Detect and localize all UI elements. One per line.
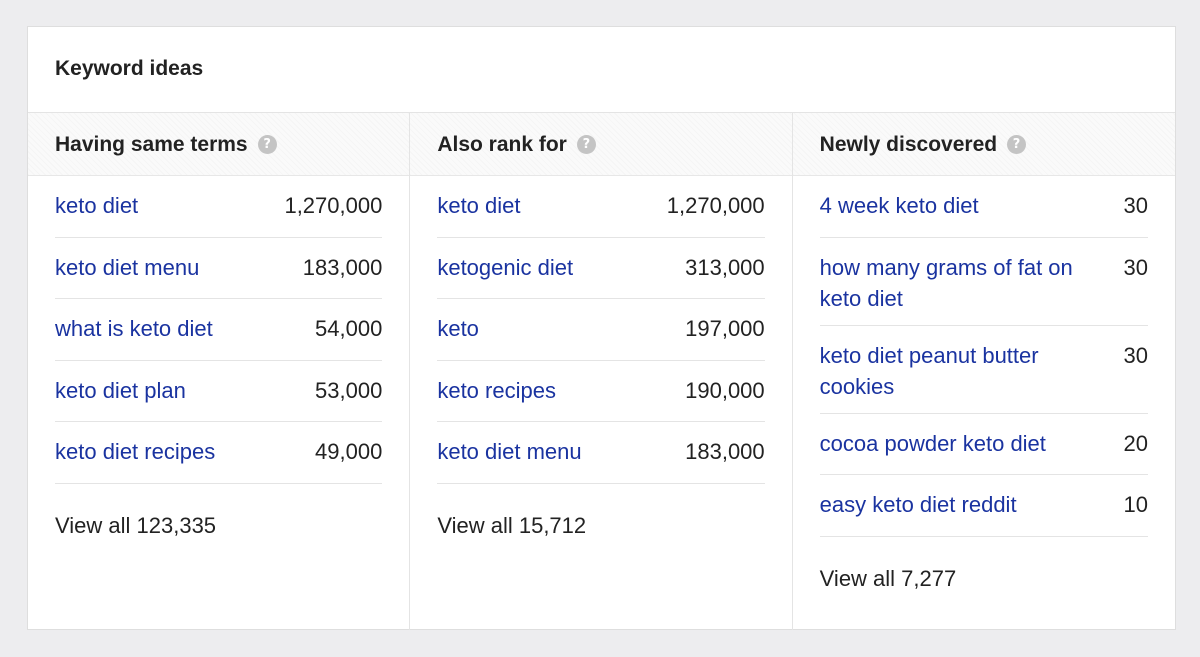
search-volume: 190,000 [685,377,765,403]
keyword-link[interactable]: keto recipes [437,377,556,403]
help-icon[interactable]: ? [1007,135,1027,154]
keyword-row: keto diet menu 183,000 [55,238,383,299]
keyword-ideas-card: Keyword ideas Having same terms ? keto d… [27,26,1176,630]
help-icon[interactable]: ? [257,135,277,154]
view-all-link[interactable]: View all 15,712 [437,512,587,538]
keyword-link[interactable]: keto diet peanut butter cookies [819,342,1039,399]
keyword-row: keto diet plan 53,000 [55,361,383,422]
view-all-link[interactable]: View all 7,277 [819,565,957,591]
keyword-row: keto diet recipes 49,000 [55,422,383,484]
search-volume: 30 [1123,254,1148,280]
search-volume: 49,000 [315,439,383,464]
help-icon[interactable]: ? [576,135,596,154]
search-volume: 53,000 [315,377,383,403]
keyword-link[interactable]: keto [437,316,479,341]
search-volume: 197,000 [685,316,765,341]
column-header: Having same terms ? [28,113,410,176]
keyword-row: keto diet peanut butter cookies 30 [819,326,1148,414]
column-title: Also rank for [437,133,567,156]
keyword-columns: Having same terms ? keto diet 1,270,000 … [28,113,1175,630]
keyword-row: 4 week keto diet 30 [819,176,1148,238]
search-volume: 54,000 [315,316,383,341]
keyword-row: cocoa powder keto diet 20 [819,414,1148,475]
column-also-rank-for: Also rank for ? keto diet 1,270,000 keto… [410,113,793,630]
column-header: Also rank for ? [410,113,792,176]
search-volume: 10 [1123,492,1148,517]
keyword-row: ketogenic diet 313,000 [437,238,765,299]
keyword-link[interactable]: 4 week keto diet [819,193,979,218]
column-header: Newly discovered ? [792,113,1175,176]
card-title: Keyword ideas [28,27,1175,113]
search-volume: 30 [1123,193,1148,218]
search-volume: 20 [1123,430,1148,456]
view-all-link[interactable]: View all 123,335 [55,512,217,538]
column-title: Newly discovered [819,133,998,156]
keyword-list: keto diet 1,270,000 keto diet menu 183,0… [28,176,409,484]
column-having-same-terms: Having same terms ? keto diet 1,270,000 … [28,113,411,630]
column-newly-discovered: Newly discovered ? 4 week keto diet 30 h… [792,113,1175,630]
keyword-row: keto diet 1,270,000 [55,176,383,238]
keyword-row: keto recipes 190,000 [437,361,765,422]
keyword-link[interactable]: how many grams of fat on keto diet [819,254,1073,311]
keyword-row: how many grams of fat on keto diet 30 [819,238,1148,326]
search-volume: 30 [1123,342,1148,368]
keyword-link[interactable]: easy keto diet reddit [819,492,1017,517]
search-volume: 313,000 [685,254,765,280]
keyword-link[interactable]: ketogenic diet [437,254,574,280]
keyword-link[interactable]: keto diet recipes [55,439,216,464]
keyword-row: keto 197,000 [437,299,765,361]
keyword-row: keto diet menu 183,000 [437,422,765,484]
keyword-link[interactable]: cocoa powder keto diet [819,430,1046,456]
column-title: Having same terms [55,133,248,156]
search-volume: 183,000 [302,254,383,280]
keyword-link[interactable]: keto diet plan [55,377,186,403]
keyword-row: easy keto diet reddit 10 [819,475,1148,537]
keyword-row: what is keto diet 54,000 [55,299,383,361]
keyword-list: 4 week keto diet 30 how many grams of fa… [793,176,1175,537]
keyword-link[interactable]: keto diet menu [437,439,582,464]
keyword-row: keto diet 1,270,000 [437,176,765,238]
keyword-link[interactable]: keto diet [437,193,521,218]
keyword-list: keto diet 1,270,000 ketogenic diet 313,0… [410,176,791,484]
keyword-link[interactable]: what is keto diet [55,316,213,341]
keyword-link[interactable]: keto diet menu [55,254,200,280]
keyword-link[interactable]: keto diet [55,193,139,218]
search-volume: 1,270,000 [284,193,383,218]
search-volume: 183,000 [685,439,765,464]
search-volume: 1,270,000 [666,193,765,218]
